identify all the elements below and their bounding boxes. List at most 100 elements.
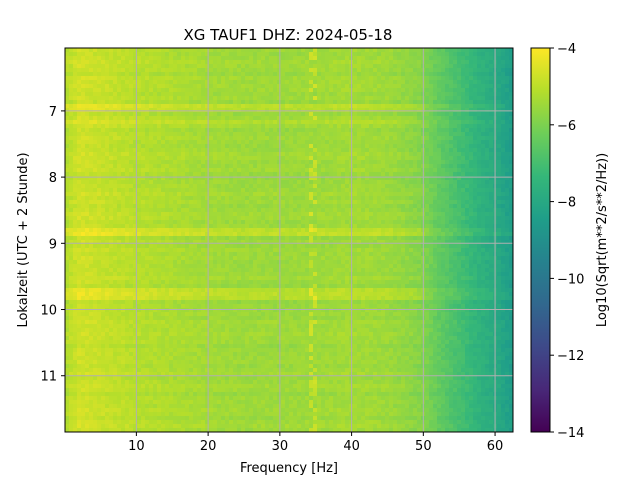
heatmap-cell [105,196,110,201]
heatmap-cell [101,224,106,229]
heatmap-cell [221,124,226,129]
heatmap-cell [425,152,430,157]
heatmap-cell [401,48,406,53]
heatmap-cell [441,204,446,209]
heatmap-cell [161,212,166,217]
heatmap-cell [381,200,386,205]
heatmap-cell [141,168,146,173]
heatmap-cell [385,208,390,213]
heatmap-cell [173,136,178,141]
heatmap-cell [373,60,378,65]
heatmap-cell [329,136,334,141]
heatmap-cell [509,64,514,69]
heatmap-cell [425,48,430,53]
heatmap-cell [153,136,158,141]
heatmap-cell [265,204,270,209]
heatmap-cell [509,124,514,129]
heatmap-cell [309,144,314,149]
heatmap-cell [205,100,210,105]
heatmap-cell [497,188,502,193]
heatmap-cell [485,196,490,201]
heatmap-cell [113,148,118,153]
heatmap-cell [389,208,394,213]
heatmap-cell [69,48,74,53]
heatmap-cell [169,216,174,221]
heatmap-cell [245,156,250,161]
heatmap-cell [433,148,438,153]
heatmap-cell [161,52,166,57]
heatmap-cell [277,224,282,229]
heatmap-cell [297,96,302,101]
heatmap-cell [113,220,118,225]
heatmap-cell [209,108,214,113]
heatmap-cell [377,192,382,197]
heatmap-cell [177,88,182,93]
heatmap-cell [397,132,402,137]
heatmap-cell [369,96,374,101]
heatmap-cell [369,60,374,65]
heatmap-cell [449,68,454,73]
heatmap-cell [65,68,70,73]
heatmap-cell [193,156,198,161]
heatmap-cell [309,160,314,165]
heatmap-cell [417,184,422,189]
heatmap-cell [329,220,334,225]
heatmap-cell [81,200,86,205]
heatmap-cell [193,112,198,117]
heatmap-cell [245,76,250,81]
heatmap-cell [417,180,422,185]
heatmap-cell [465,140,470,145]
heatmap-cell [185,208,190,213]
heatmap-cell [85,200,90,205]
heatmap-cell [461,172,466,177]
heatmap-cell [433,220,438,225]
heatmap-cell [205,116,210,121]
heatmap-cell [405,196,410,201]
heatmap-cell [241,120,246,125]
heatmap-cell [485,164,490,169]
heatmap-cell [161,220,166,225]
heatmap-cell [137,128,142,133]
heatmap-cell [345,60,350,65]
heatmap-cell [453,84,458,89]
heatmap-cell [225,184,230,189]
heatmap-cell [221,56,226,61]
heatmap-cell [77,204,82,209]
heatmap-cell [397,196,402,201]
heatmap-cell [369,176,374,181]
heatmap-cell [189,80,194,85]
heatmap-cell [449,140,454,145]
heatmap-cell [401,60,406,65]
heatmap-cell [397,160,402,165]
heatmap-cell [405,116,410,121]
heatmap-cell [305,88,310,93]
heatmap-cell [437,216,442,221]
heatmap-cell [429,160,434,165]
heatmap-cell [281,104,286,109]
heatmap-cell [473,132,478,137]
heatmap-cell [325,148,330,153]
heatmap-cell [169,200,174,205]
heatmap-cell [441,164,446,169]
heatmap-cell [313,104,318,109]
heatmap-cell [461,88,466,93]
heatmap-cell [373,104,378,109]
heatmap-cell [293,80,298,85]
heatmap-cell [381,60,386,65]
heatmap-cell [225,120,230,125]
heatmap-cell [161,60,166,65]
heatmap-cell [173,192,178,197]
heatmap-cell [181,192,186,197]
heatmap-cell [165,88,170,93]
heatmap-cell [257,224,262,229]
heatmap-cell [133,80,138,85]
heatmap-cell [353,204,358,209]
heatmap-cell [369,152,374,157]
heatmap-cell [181,220,186,225]
heatmap-cell [261,96,266,101]
heatmap-cell [413,60,418,65]
heatmap-cell [461,112,466,117]
heatmap-cell [293,140,298,145]
heatmap-cell [165,172,170,177]
heatmap-cell [257,116,262,121]
